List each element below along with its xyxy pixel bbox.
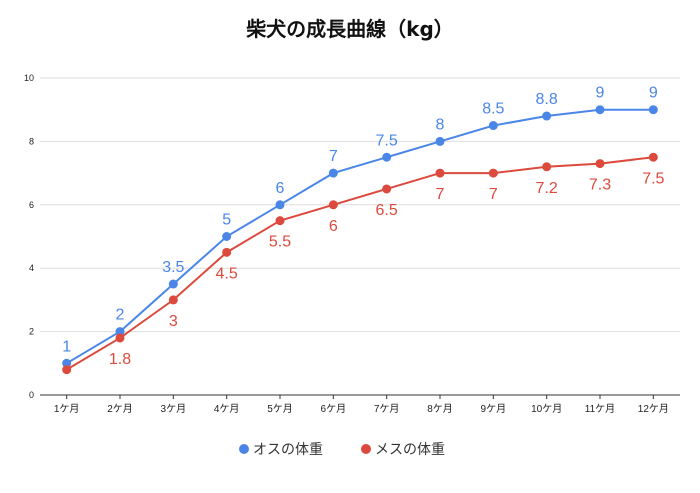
legend-marker xyxy=(361,444,371,454)
data-point xyxy=(115,333,125,343)
data-point xyxy=(435,168,445,178)
data-label: 7.5 xyxy=(376,132,398,149)
x-tick-label: 6ケ月 xyxy=(321,403,347,415)
data-point xyxy=(435,136,445,146)
data-label: 3.5 xyxy=(162,259,184,276)
series-line-1 xyxy=(66,156,654,371)
x-tick-label: 10ケ月 xyxy=(531,403,562,415)
data-point xyxy=(488,121,498,131)
grid-layer xyxy=(40,77,680,396)
x-tick-label: 7ケ月 xyxy=(374,403,400,415)
y-tick-label: 6 xyxy=(29,200,34,210)
data-point xyxy=(62,365,72,375)
data-label: 5.5 xyxy=(269,234,291,251)
data-labels: 1 2 3.5 5 6 7 7.5 8 8.5 8.8 9 9 1.8 3 4.5 5.5 6 6.5 7 7 7.2 7… xyxy=(62,85,664,368)
x-tick-label: 8ケ月 xyxy=(427,403,453,415)
x-tick-label: 5ケ月 xyxy=(267,403,293,415)
data-point xyxy=(595,105,605,115)
data-label: 7 xyxy=(329,148,338,165)
data-point xyxy=(595,159,605,169)
data-label: 9 xyxy=(596,85,605,102)
data-point xyxy=(648,105,658,115)
data-point xyxy=(488,168,498,178)
data-label: 7.5 xyxy=(642,170,664,187)
data-label: 7.2 xyxy=(536,180,558,197)
x-tick-label: 4ケ月 xyxy=(214,403,240,415)
y-tick-label: 8 xyxy=(29,136,34,146)
data-point xyxy=(648,152,658,162)
data-point xyxy=(328,168,338,178)
data-point xyxy=(275,216,285,226)
data-point xyxy=(382,152,392,162)
y-axis-ticks: 0 2 4 6 8 10 xyxy=(24,73,34,400)
x-tick-label: 11ケ月 xyxy=(585,403,615,415)
data-label: 1.8 xyxy=(109,351,131,368)
y-tick-label: 2 xyxy=(29,327,34,337)
data-label: 8 xyxy=(436,116,445,133)
data-label: 7.3 xyxy=(589,177,611,194)
x-tick-label: 2ケ月 xyxy=(107,403,133,415)
data-label: 9 xyxy=(649,85,658,102)
data-label: 6 xyxy=(276,180,285,197)
data-point xyxy=(542,111,552,121)
data-point xyxy=(115,327,125,337)
data-point xyxy=(62,358,72,368)
x-axis-ticks: 1ケ月 2ケ月 3ケ月 4ケ月 5ケ月 6ケ月 7ケ月 8ケ月 9ケ月 10ケ月 11ケ月 12ケ月 xyxy=(54,395,669,415)
data-label: 6 xyxy=(329,218,338,235)
legend: オスの体重 メスの体重 xyxy=(239,442,445,458)
x-tick-label: 1ケ月 xyxy=(54,403,80,415)
data-point xyxy=(222,232,232,241)
series-line-0 xyxy=(66,108,654,365)
data-label: 4.5 xyxy=(216,265,238,282)
series-layer xyxy=(62,105,658,375)
data-label: 7 xyxy=(436,186,445,203)
x-tick-label: 12ケ月 xyxy=(638,403,669,415)
legend-marker xyxy=(239,444,249,454)
y-tick-label: 0 xyxy=(29,390,34,400)
legend-label: オスの体重 xyxy=(253,442,323,458)
data-label: 8.8 xyxy=(536,91,558,108)
data-label: 8.5 xyxy=(482,101,504,118)
data-label: 5 xyxy=(222,212,231,229)
data-point xyxy=(222,247,232,257)
x-tick-label: 3ケ月 xyxy=(161,403,187,415)
data-point xyxy=(275,200,285,210)
data-point xyxy=(382,184,392,194)
chart-title: 柴犬の成長曲線（kg） xyxy=(245,17,454,41)
legend-label: メスの体重 xyxy=(375,442,445,458)
data-label: 2 xyxy=(116,307,125,324)
data-point xyxy=(168,295,178,305)
data-label: 3 xyxy=(169,313,178,330)
data-point xyxy=(168,279,178,289)
data-point xyxy=(328,200,338,210)
y-tick-label: 4 xyxy=(29,263,34,273)
data-label: 6.5 xyxy=(376,202,398,219)
y-tick-label: 10 xyxy=(24,73,34,83)
x-tick-label: 9ケ月 xyxy=(481,403,507,415)
data-label: 1 xyxy=(62,338,71,355)
data-label: 7 xyxy=(489,186,498,203)
data-point xyxy=(542,162,552,172)
